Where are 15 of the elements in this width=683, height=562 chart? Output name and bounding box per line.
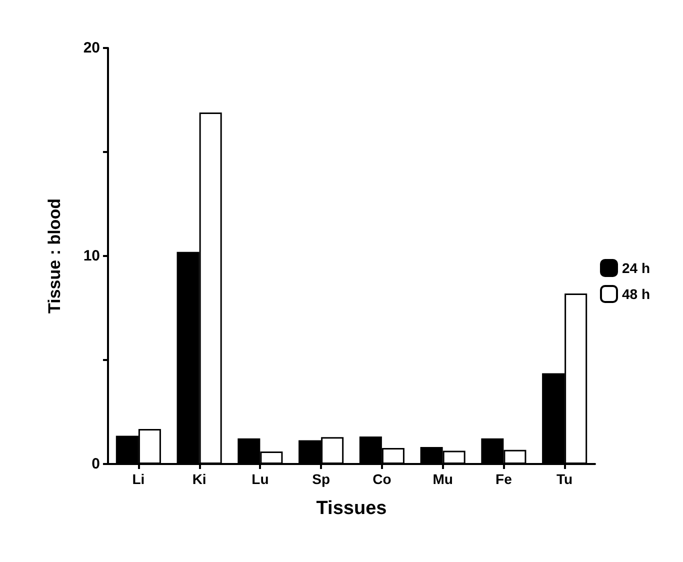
- x-tick-label: Mu: [432, 471, 453, 487]
- x-tick-label: Fe: [496, 471, 512, 487]
- y-tick-label: 20: [83, 40, 100, 56]
- y-axis-title: Tissue : blood: [45, 198, 64, 314]
- x-tick-label: Lu: [252, 471, 269, 487]
- legend-label: 48 h: [622, 286, 650, 302]
- legend-label: 24 h: [622, 260, 650, 276]
- x-tick-label: Tu: [556, 471, 573, 487]
- y-tick-label: 10: [83, 248, 100, 264]
- x-axis-title: Tissues: [316, 498, 387, 519]
- x-tick-label: Li: [132, 471, 145, 487]
- x-tick-label: Co: [372, 471, 392, 487]
- y-tick-label: 0: [92, 456, 100, 472]
- x-tick-label: Sp: [312, 471, 330, 487]
- x-tick-label: Ki: [192, 471, 206, 487]
